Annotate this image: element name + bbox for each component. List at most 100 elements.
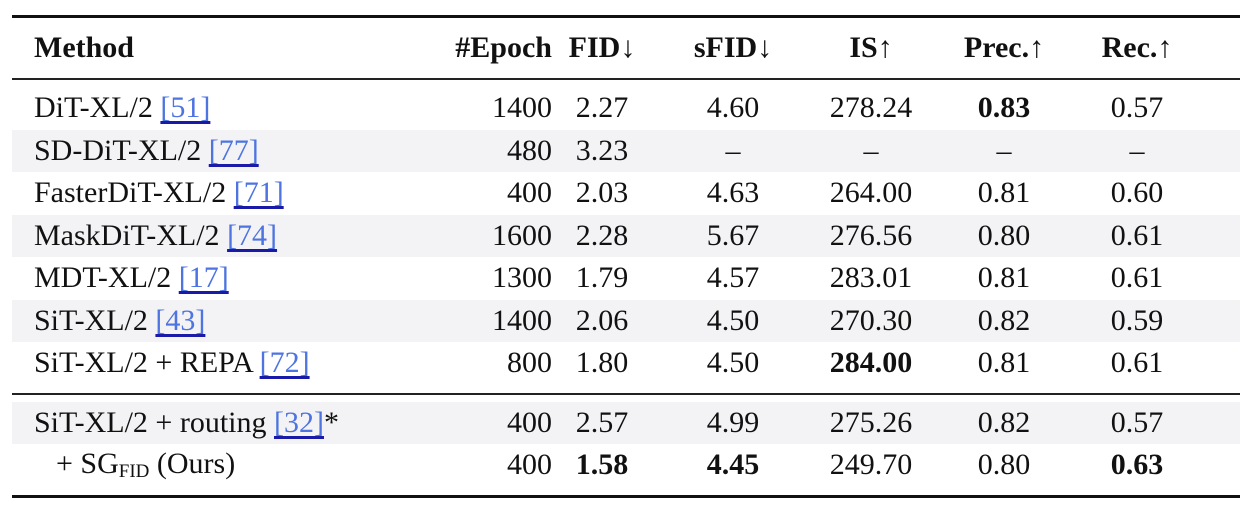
prec-cell: 0.82: [977, 303, 1031, 337]
rec-cell: 0.57: [1110, 91, 1164, 125]
citation-link[interactable]: [77]: [208, 133, 259, 167]
rec-cell: 0.57: [1110, 405, 1164, 439]
rec-cell: –: [1129, 133, 1145, 167]
header-rec: Rec.↑: [1101, 31, 1173, 64]
method-note: *: [323, 405, 339, 439]
ours-rows: SiT-XL/2 + routing [32]* 400 2.57 4.99 275.2…: [12, 401, 1240, 444]
sfid-cell: 4.63: [706, 176, 760, 210]
is-cell: 270.30: [829, 303, 913, 337]
fid-cell: 2.57: [575, 405, 629, 439]
table-row: SiT-XL/2 + routing [32]* 400 2.57 4.99 275.2…: [12, 401, 1240, 444]
method-prefix: + SG: [56, 447, 119, 481]
table-row: DiT-XL/2 [51] 1400 2.27 4.60 278.24 0.83 0.57: [12, 87, 1240, 130]
table-row: MDT-XL/2 [17] 1300 1.79 4.57 283.01 0.81 0.61: [12, 257, 1240, 300]
sfid-cell: 4.57: [706, 261, 760, 295]
rec-cell: 0.60: [1110, 176, 1164, 210]
citation-link[interactable]: [43]: [155, 303, 206, 337]
is-cell: 276.56: [829, 218, 913, 252]
fid-cell: 1.80: [575, 346, 629, 380]
citation-link[interactable]: [71]: [233, 176, 284, 210]
fid-cell: 1.58: [575, 448, 629, 482]
table-row: SiT-XL/2 + REPA [72] 800 1.80 4.50 284.00 0.8…: [12, 342, 1240, 385]
header-sfid: sFID↓: [693, 31, 773, 64]
method-cell: DiT-XL/2 [51]: [12, 91, 432, 125]
epoch-cell: 1400: [492, 91, 552, 125]
is-cell: 264.00: [829, 176, 913, 210]
epoch-cell: 400: [507, 176, 552, 210]
is-cell: 249.70: [829, 448, 913, 482]
sfid-cell: 4.50: [706, 303, 760, 337]
top-rule: [12, 15, 1240, 18]
method-cell: SiT-XL/2 + REPA [72]: [12, 346, 432, 380]
prec-cell: 0.81: [977, 176, 1031, 210]
rec-cell: 0.61: [1110, 261, 1164, 295]
baseline-rows: DiT-XL/2 [51] 1400 2.27 4.60 278.24 0.83 0.57 S…: [12, 87, 1240, 385]
method-subscript: FID: [118, 461, 150, 483]
rec-cell: 0.61: [1110, 346, 1164, 380]
bottom-rule: [12, 494, 1240, 498]
epoch-cell: 1300: [492, 261, 552, 295]
method-name: SiT-XL/2: [34, 303, 148, 337]
fid-cell: 2.27: [575, 91, 629, 125]
is-cell: 275.26: [829, 405, 913, 439]
fid-cell: 1.79: [575, 261, 629, 295]
is-cell: 283.01: [829, 261, 913, 295]
rec-cell: 0.63: [1110, 448, 1164, 482]
is-cell: 284.00: [829, 346, 913, 380]
method-name: FasterDiT-XL/2: [34, 176, 227, 210]
fid-cell: 2.03: [575, 176, 629, 210]
is-cell: 278.24: [829, 91, 913, 125]
prec-cell: 0.80: [977, 218, 1031, 252]
epoch-cell: 1400: [492, 303, 552, 337]
method-name: SiT-XL/2 + routing: [34, 405, 267, 439]
method-name: MDT-XL/2: [34, 261, 172, 295]
citation-link[interactable]: [72]: [259, 346, 310, 380]
sfid-cell: 4.45: [706, 448, 760, 482]
sfid-cell: –: [725, 133, 741, 167]
epoch-cell: 400: [507, 448, 552, 482]
method-name: DiT-XL/2: [34, 91, 153, 125]
sfid-cell: 4.99: [706, 405, 760, 439]
citation-link[interactable]: [74]: [227, 218, 278, 252]
prec-cell: 0.81: [977, 346, 1031, 380]
prec-cell: 0.81: [977, 261, 1031, 295]
header-prec: Prec.↑: [963, 31, 1045, 64]
table-row: SiT-XL/2 [43] 1400 2.06 4.50 270.30 0.82 0.59: [12, 299, 1240, 342]
fid-cell: 3.23: [575, 133, 629, 167]
rec-cell: 0.59: [1110, 303, 1164, 337]
prec-cell: 0.80: [977, 448, 1031, 482]
is-cell: –: [863, 133, 879, 167]
citation-link[interactable]: [17]: [178, 261, 229, 295]
method-suffix: (Ours): [149, 447, 236, 481]
sfid-cell: 4.60: [706, 91, 760, 125]
prec-cell: 0.82: [977, 405, 1031, 439]
header-rule: [12, 78, 1240, 80]
method-cell: MDT-XL/2 [17]: [12, 261, 432, 295]
results-table: Method #Epoch FID↓ sFID↓ IS↑ Prec.↑ Rec.…: [12, 15, 1240, 498]
epoch-cell: 400: [507, 405, 552, 439]
group-separator: [12, 392, 1240, 395]
sfid-cell: 4.50: [706, 346, 760, 380]
method-cell: SiT-XL/2 + routing [32]*: [12, 406, 432, 440]
citation-link[interactable]: [51]: [160, 91, 211, 125]
fid-cell: 2.28: [575, 218, 629, 252]
epoch-cell: 1600: [492, 218, 552, 252]
header-method: Method: [34, 31, 134, 64]
citation-link[interactable]: [32]: [274, 405, 324, 439]
prec-cell: 0.83: [977, 91, 1031, 125]
header-epoch: #Epoch: [455, 31, 552, 64]
rec-cell: 0.61: [1110, 218, 1164, 252]
epoch-cell: 480: [507, 133, 552, 167]
header-row: Method #Epoch FID↓ sFID↓ IS↑ Prec.↑ Rec.…: [12, 18, 1240, 78]
method-cell: SD-DiT-XL/2 [77]: [12, 134, 432, 168]
table-row-ours: + SGFID (Ours) 400 1.58 4.45 249.70 0.80…: [12, 444, 1240, 487]
header-is: IS↑: [849, 31, 893, 64]
prec-cell: –: [996, 133, 1012, 167]
header-fid: FID↓: [568, 31, 636, 64]
method-name: SiT-XL/2 + REPA: [34, 346, 253, 380]
method-name: SD-DiT-XL/2: [34, 133, 202, 167]
method-cell: FasterDiT-XL/2 [71]: [12, 176, 432, 210]
method-cell: SiT-XL/2 [43]: [12, 304, 432, 338]
table-row: SD-DiT-XL/2 [77] 480 3.23 – – – –: [12, 129, 1240, 172]
table-row: FasterDiT-XL/2 [71] 400 2.03 4.63 264.00 0.81…: [12, 172, 1240, 215]
